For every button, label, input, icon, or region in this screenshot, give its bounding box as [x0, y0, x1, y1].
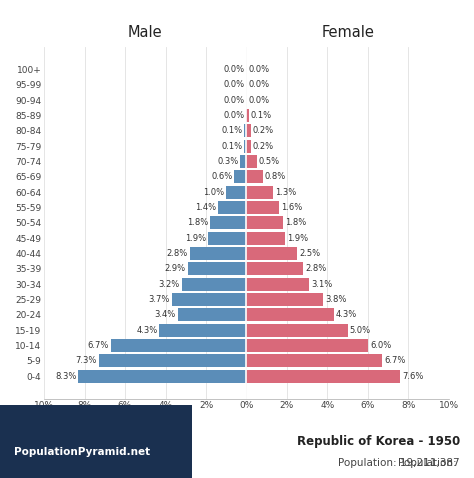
Text: 3.4%: 3.4% — [155, 310, 176, 319]
Text: 6.7%: 6.7% — [87, 341, 109, 350]
Bar — [240, 155, 246, 168]
Text: 1.6%: 1.6% — [281, 203, 302, 212]
Text: 0.1%: 0.1% — [251, 111, 272, 120]
Text: 0.2%: 0.2% — [253, 141, 273, 151]
Text: 2.9%: 2.9% — [164, 264, 186, 273]
Text: 0.0%: 0.0% — [248, 96, 270, 105]
Text: 3.1%: 3.1% — [311, 280, 333, 289]
Text: 1.9%: 1.9% — [185, 234, 206, 243]
Text: 3.7%: 3.7% — [148, 295, 170, 304]
Bar — [246, 262, 303, 275]
Text: 2.8%: 2.8% — [305, 264, 327, 273]
Text: 6.7%: 6.7% — [384, 356, 406, 365]
Bar — [246, 278, 309, 291]
Bar — [246, 247, 297, 260]
Text: 1.3%: 1.3% — [275, 187, 296, 196]
Bar — [246, 170, 263, 183]
Bar — [234, 170, 246, 183]
Bar — [246, 155, 256, 168]
Text: 0.0%: 0.0% — [223, 80, 245, 89]
Text: 8.3%: 8.3% — [55, 371, 76, 380]
Bar — [246, 339, 368, 352]
Bar — [246, 369, 401, 383]
Text: Republic of Korea - 1950: Republic of Korea - 1950 — [297, 435, 460, 447]
Text: 2.5%: 2.5% — [299, 249, 320, 258]
Bar — [246, 324, 348, 337]
Bar — [111, 339, 246, 352]
Text: Population:: Population: — [398, 458, 460, 468]
Bar — [246, 308, 334, 321]
Text: 1.8%: 1.8% — [187, 218, 208, 227]
Text: 3.2%: 3.2% — [158, 280, 180, 289]
Bar — [246, 140, 251, 152]
Bar — [190, 247, 246, 260]
Text: 1.8%: 1.8% — [285, 218, 306, 227]
Bar — [218, 201, 246, 214]
Text: 0.1%: 0.1% — [221, 126, 242, 135]
Text: 4.3%: 4.3% — [136, 326, 157, 335]
Text: 7.6%: 7.6% — [402, 371, 424, 380]
Text: Population: 19,211,387: Population: 19,211,387 — [338, 458, 460, 468]
Bar — [246, 109, 248, 122]
Text: PopulationPyramid.net: PopulationPyramid.net — [14, 447, 150, 456]
Bar — [159, 324, 246, 337]
Text: 3.8%: 3.8% — [326, 295, 347, 304]
Bar — [78, 369, 246, 383]
Bar — [245, 124, 246, 137]
Text: 0.2%: 0.2% — [253, 126, 273, 135]
Bar — [246, 185, 273, 199]
Text: 1.9%: 1.9% — [287, 234, 308, 243]
Bar — [246, 354, 382, 367]
Bar — [246, 232, 285, 245]
Text: 0.0%: 0.0% — [223, 65, 245, 74]
Text: 0.3%: 0.3% — [217, 157, 238, 166]
Text: 4.3%: 4.3% — [336, 310, 357, 319]
Text: 2.8%: 2.8% — [166, 249, 188, 258]
Bar — [208, 232, 246, 245]
Bar — [172, 293, 246, 306]
Text: 5.0%: 5.0% — [350, 326, 371, 335]
Bar — [178, 308, 246, 321]
Text: 0.0%: 0.0% — [223, 96, 245, 105]
Bar — [188, 262, 246, 275]
Text: 0.8%: 0.8% — [264, 172, 286, 181]
Text: 1.4%: 1.4% — [195, 203, 216, 212]
Text: 0.0%: 0.0% — [248, 80, 270, 89]
Text: 0.0%: 0.0% — [248, 65, 270, 74]
Text: 0.1%: 0.1% — [221, 141, 242, 151]
Text: 1.0%: 1.0% — [203, 187, 224, 196]
Text: Female: Female — [321, 25, 374, 40]
Text: 0.0%: 0.0% — [223, 111, 245, 120]
Text: 0.5%: 0.5% — [259, 157, 280, 166]
Text: 7.3%: 7.3% — [75, 356, 97, 365]
Bar — [99, 354, 246, 367]
Bar — [226, 185, 246, 199]
Bar — [246, 293, 323, 306]
Bar — [246, 201, 279, 214]
Bar — [246, 124, 251, 137]
Bar — [245, 140, 246, 152]
Bar — [246, 216, 283, 229]
Text: Male: Male — [128, 25, 163, 40]
Bar — [182, 278, 246, 291]
Text: 0.6%: 0.6% — [211, 172, 232, 181]
Bar — [210, 216, 246, 229]
Text: 6.0%: 6.0% — [370, 341, 391, 350]
